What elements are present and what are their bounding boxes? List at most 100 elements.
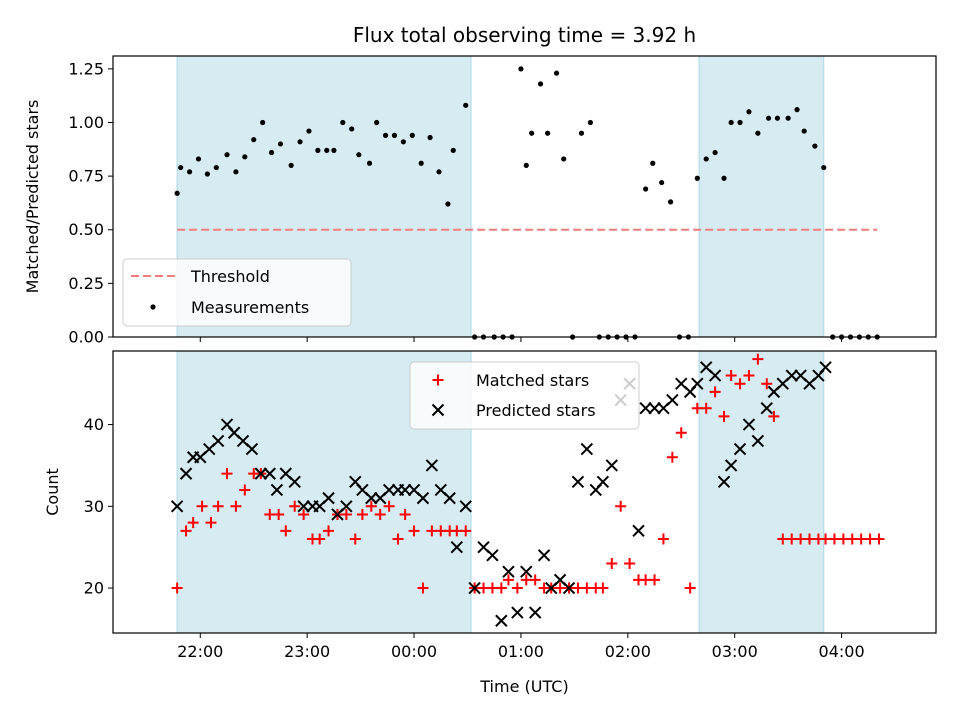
legend-matched-label: Matched stars — [476, 371, 589, 390]
y-tick-label: 0.25 — [68, 274, 104, 293]
measurement-point — [288, 162, 294, 168]
matched-star-point — [511, 582, 523, 594]
predicted-star-point — [502, 565, 515, 578]
predicted-star-point — [580, 442, 594, 456]
predicted-star-point — [170, 500, 184, 513]
predicted-star-point — [819, 361, 832, 374]
measurement-point — [400, 139, 406, 145]
y-axis-label: Count — [43, 468, 62, 516]
predicted-star-point — [270, 483, 284, 497]
predicted-star-point — [520, 565, 533, 578]
matched-star-point — [417, 582, 429, 594]
predicted-star-point — [571, 475, 585, 488]
y-tick-label: 0.75 — [68, 167, 104, 186]
top-shaded-region — [698, 55, 825, 338]
measurement-point — [366, 160, 373, 166]
predicted-star-point — [340, 500, 353, 513]
predicted-star-point — [733, 442, 747, 456]
matched-star-point — [666, 451, 678, 463]
predicted-star-point — [605, 459, 618, 472]
predicted-star-point — [468, 581, 481, 595]
measurement-point — [324, 147, 330, 153]
measurement-point — [746, 109, 752, 115]
predicted-star-point — [179, 467, 193, 480]
predicted-star-point — [416, 491, 430, 505]
predicted-star-point — [322, 491, 335, 505]
predicted-star-point — [459, 500, 472, 513]
legend-predicted-swatch — [431, 403, 445, 417]
predicted-star-point — [742, 418, 756, 431]
matched-star-point — [356, 508, 368, 520]
matched-star-point — [873, 533, 885, 545]
x-tick-label: 00:00 — [391, 642, 437, 661]
measurement-point — [315, 147, 321, 153]
legend-measurements-label: Measurements — [191, 298, 309, 317]
matched-star-point — [502, 574, 514, 586]
predicted-star-point — [365, 491, 378, 505]
matched-star-point — [725, 370, 737, 382]
measurement-point — [306, 128, 312, 134]
measurement-point — [418, 160, 424, 166]
matched-star-point — [187, 517, 199, 529]
predicted-star-point — [760, 402, 773, 415]
predicted-star-point — [495, 614, 508, 627]
predicted-star-point — [691, 377, 704, 390]
measurement-point — [785, 115, 791, 121]
y-axis-label: Matched/Predicted stars — [23, 100, 42, 294]
matched-star-point — [768, 410, 780, 422]
y-tick-label: 20 — [84, 579, 104, 598]
top-axes-frame — [112, 55, 937, 338]
matched-star-point — [709, 386, 721, 398]
measurement-point — [356, 152, 362, 158]
matched-star-point — [700, 402, 712, 414]
matched-star-point — [374, 508, 386, 520]
matched-star-point — [752, 353, 764, 365]
matched-star-point — [460, 525, 472, 537]
predicted-star-point — [537, 549, 551, 562]
predicted-star-point — [724, 459, 738, 472]
matched-star-point — [221, 468, 233, 480]
measurement-point — [268, 149, 275, 156]
measurement-point — [224, 152, 230, 158]
measurement-point — [694, 175, 700, 181]
bottom-axes-frame — [112, 350, 937, 634]
measurement-point — [186, 169, 193, 175]
matched-star-point — [718, 410, 730, 422]
predicted-star-point — [528, 606, 542, 619]
predicted-star-point — [443, 491, 456, 505]
predicted-star-point — [511, 606, 524, 619]
matched-star-point — [743, 370, 755, 382]
matched-star-point — [734, 378, 746, 390]
matched-star-point — [624, 558, 636, 570]
measurement-point — [277, 141, 284, 147]
chart-title: Flux total observing time = 3.92 h — [353, 23, 696, 47]
measurement-point — [195, 156, 202, 162]
measurement-point — [349, 126, 355, 132]
measurement-point — [737, 119, 743, 126]
x-tick-label: 02:00 — [605, 642, 651, 661]
matched-star-point — [649, 574, 661, 586]
predicted-star-point — [639, 402, 652, 415]
measurement-point — [391, 132, 398, 138]
predicted-star-point — [785, 369, 798, 382]
measurement-point — [409, 132, 415, 138]
measurement-point — [297, 139, 303, 145]
measurement-point — [643, 186, 649, 192]
matched-star-point — [349, 533, 361, 545]
predicted-star-point — [666, 393, 679, 407]
measurement-point — [251, 137, 257, 143]
measurement-point — [721, 175, 727, 181]
matched-star-point — [289, 500, 301, 512]
measurement-point — [774, 115, 781, 121]
measurement-point — [712, 149, 718, 156]
y-tick-label: 0.50 — [68, 220, 104, 239]
x-axis-label: Time (UTC) — [479, 677, 568, 696]
predicted-star-point — [263, 467, 276, 480]
matched-star-point — [323, 525, 335, 537]
measurement-point — [765, 115, 772, 121]
predicted-star-point — [596, 475, 610, 488]
predicted-star-point — [398, 483, 412, 497]
matched-star-point — [408, 525, 420, 537]
y-tick-label: 30 — [84, 497, 104, 516]
